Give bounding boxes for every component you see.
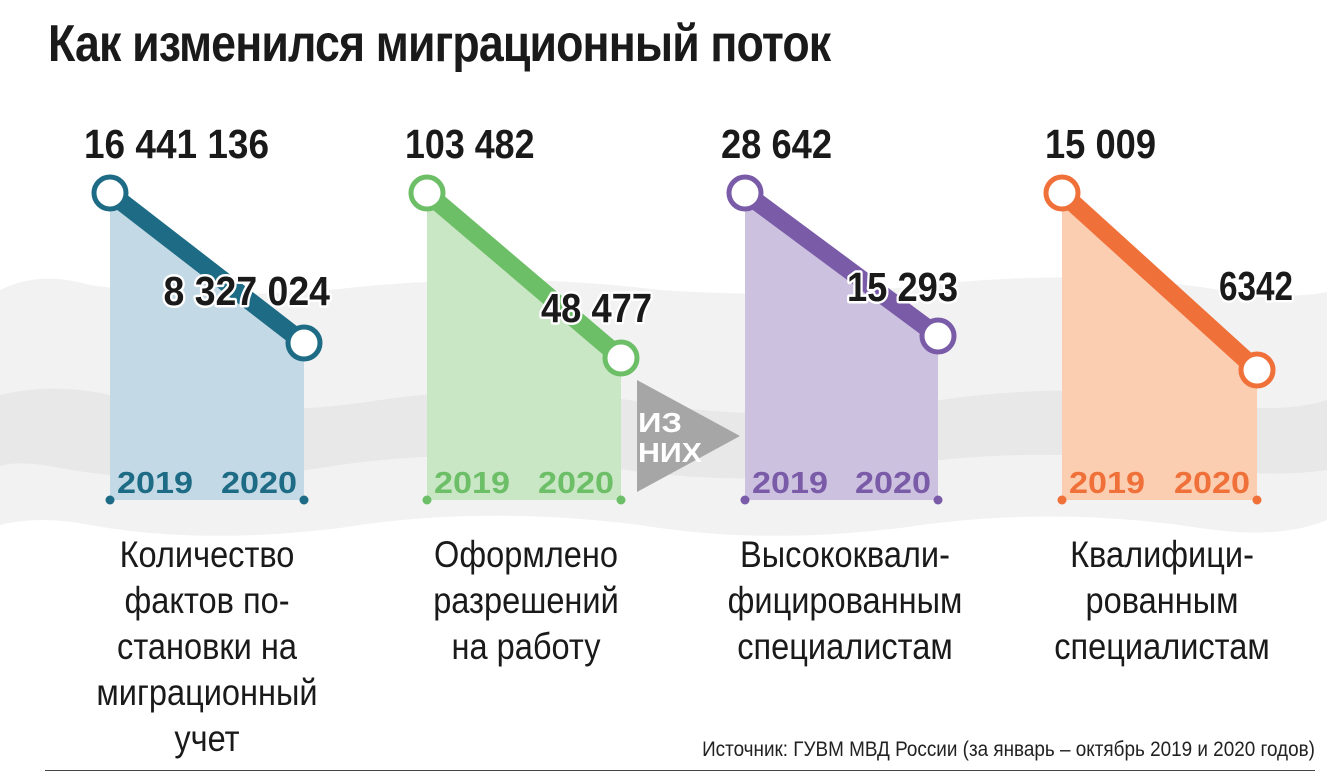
series-3-marker-2020 [919, 317, 957, 355]
series-1-area [110, 193, 304, 500]
series-2-baseline-dot-start [422, 495, 432, 505]
series-1-baseline-dot-end [299, 495, 309, 505]
series-2-marker-2019 [408, 174, 446, 212]
series-2-baseline-dot-end [616, 495, 626, 505]
series-4-tick-2020: 2020 [1174, 465, 1250, 500]
series-4-value-2019: 15 009 [1045, 121, 1156, 167]
series-4-marker-2020 [1238, 351, 1276, 389]
series-3-tick-2020: 2020 [855, 465, 931, 500]
series-4-baseline-dot-end [1252, 495, 1262, 505]
series-3-marker-2019 [726, 174, 764, 212]
series-1-tick-2020: 2020 [221, 465, 297, 500]
series-1-description-line: миграционный [96, 672, 318, 713]
series-2-description-line: на работу [451, 626, 601, 667]
series-1-description-line: учет [174, 718, 240, 759]
series-3-value-2020: 15 293 [847, 264, 958, 310]
series-3-description-line: Высококвали- [740, 534, 950, 575]
series-1-description-line: становки на [117, 626, 297, 667]
series-4-description-line: рованным [1085, 580, 1239, 621]
series-2-line [421, 186, 627, 365]
series-3-description-line: специалистам [737, 626, 953, 667]
series-2-tick-2020: 2020 [538, 465, 614, 500]
source-note: Источник: ГУВМ МВД России (за январь – о… [702, 738, 1315, 761]
series-1-description-line: Количество [119, 534, 295, 575]
series-1-value-2020: 8 327 024 [164, 268, 331, 314]
series-2-marker-2020 [602, 339, 640, 377]
series-3-line [739, 185, 944, 344]
series-description-3: Высококвали-фицированным специалистам [713, 532, 977, 670]
series-2-area [427, 193, 621, 500]
series-3-area [745, 193, 938, 500]
series-4-description-line: Квалифици- [1070, 534, 1254, 575]
series-4-line [1055, 186, 1264, 377]
series-1-marker-2020 [285, 324, 323, 362]
bottom-divider [45, 770, 1315, 771]
connector-label-line1: ИЗ [638, 407, 682, 438]
connector-label-line2: НИХ [638, 437, 702, 468]
series-1-line [104, 185, 310, 351]
series-description-4: Квалифици-рованным специалистам [1030, 532, 1294, 670]
series-3-baseline-dot-end [933, 495, 943, 505]
series-description-1: Количество фактов по-становки на миграцион… [75, 532, 339, 762]
series-4-description-line: специалистам [1054, 626, 1270, 667]
series-1-baseline-dot-start [105, 495, 115, 505]
series-3-baseline-dot-start [740, 495, 750, 505]
series-4-tick-2019: 2019 [1069, 465, 1145, 500]
series-4-marker-2019 [1043, 174, 1081, 212]
series-4-area [1062, 193, 1257, 500]
chart-title: Как изменился миграционный поток [48, 15, 831, 73]
series-2-value-2020: 48 477 [541, 285, 652, 331]
series-2-description-line: разрешений [433, 580, 619, 621]
series-1-value-2019: 16 441 136 [84, 121, 269, 167]
series-3-tick-2019: 2019 [752, 465, 828, 500]
series-2-description-line: Оформлено [434, 534, 618, 575]
series-4-value-2020: 6342 [1219, 263, 1293, 309]
series-3-description-line: фицированным [727, 580, 963, 621]
connector-arrow [637, 380, 740, 492]
series-2-tick-2019: 2019 [434, 465, 510, 500]
series-description-2: Оформлено разрешений на работу [394, 532, 658, 670]
series-4-baseline-dot-start [1057, 495, 1067, 505]
series-1-marker-2019 [91, 174, 129, 212]
series-3-value-2019: 28 642 [721, 121, 832, 167]
series-1-tick-2019: 2019 [117, 465, 193, 500]
series-1-description-line: фактов по- [124, 580, 290, 621]
series-2-value-2019: 103 482 [405, 121, 535, 167]
